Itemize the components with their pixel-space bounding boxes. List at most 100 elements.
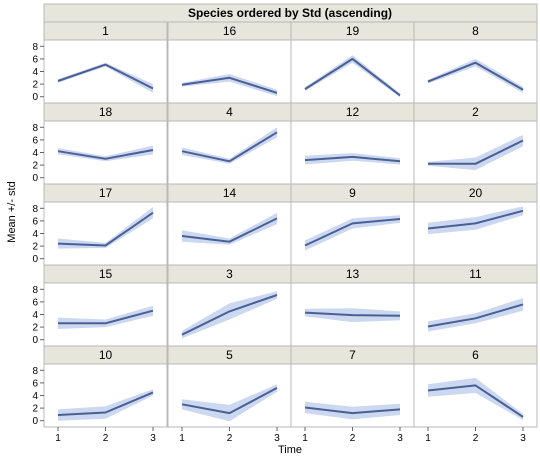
panel-16: 16 (167, 21, 292, 104)
panel-label: 6 (472, 348, 479, 362)
panel-label: 9 (349, 186, 356, 200)
mean-line (304, 311, 401, 317)
x-tick-label: 3 (520, 433, 526, 444)
mean-line (181, 217, 278, 243)
y-tick-label: 4 (32, 67, 38, 78)
panel-4: 4 (167, 102, 292, 185)
y-tick-label: 6 (32, 216, 38, 227)
panel-frame (413, 39, 538, 104)
mean-line (181, 76, 278, 94)
y-tick-label: 0 (32, 173, 38, 184)
panel-6: 6 1 2 3 (413, 345, 538, 444)
panel-13: 13 (290, 264, 415, 347)
x-tick-label: 3 (397, 433, 403, 444)
mean-line (181, 294, 278, 336)
panel-label: 15 (99, 267, 113, 281)
y-tick-label: 6 (32, 378, 38, 389)
panel-5: 5 1 2 3 (167, 345, 292, 444)
mean-line (427, 303, 524, 328)
y-tick-label: 4 (32, 391, 38, 402)
x-tick-label: 2 (103, 433, 109, 444)
y-tick-label: 6 (32, 54, 38, 65)
y-tick-label: 8 (32, 123, 38, 134)
mean-line (304, 218, 401, 247)
mean-line (304, 155, 401, 163)
y-axis-title: Mean +/- std (6, 181, 18, 242)
chart-title-text: Species ordered by Std (ascending) (188, 6, 392, 20)
x-tick-label: 3 (150, 433, 156, 444)
std-band (182, 384, 277, 422)
y-tick-label: 0 (32, 254, 38, 265)
panel-label: 12 (346, 105, 360, 119)
panel-label: 4 (226, 105, 233, 119)
panel-17: 17 02 4 68 (32, 183, 168, 266)
mean-line (427, 384, 524, 418)
x-tick-label: 2 (227, 433, 233, 444)
x-tick-label: 1 (179, 433, 185, 444)
panel-18: 18 02 4 68 (32, 102, 168, 185)
y-tick-label: 4 (32, 310, 38, 321)
std-band (182, 212, 277, 245)
panel-20: 20 (413, 183, 538, 266)
mean-line (57, 63, 154, 90)
mean-line (57, 149, 154, 160)
y-tick-label: 8 (32, 285, 38, 296)
y-tick-label: 8 (32, 204, 38, 215)
chart-title: Species ordered by Std (ascending) (43, 3, 538, 23)
y-tick-label: 2 (32, 80, 38, 91)
std-band (58, 62, 153, 93)
mean-line (304, 57, 401, 97)
std-band (428, 58, 523, 93)
panel-frame (43, 39, 168, 104)
y-tick-label: 0 (32, 416, 38, 427)
std-band (305, 153, 400, 165)
panel-9: 9 (290, 183, 415, 266)
x-tick-label: 1 (425, 433, 431, 444)
y-tick-label: 2 (32, 404, 38, 415)
panel-label: 17 (99, 186, 113, 200)
panel-label: 10 (99, 348, 113, 362)
panel-label: 1 (102, 24, 109, 38)
panel-7: 7 1 2 3 (290, 345, 415, 444)
std-band (182, 74, 277, 97)
std-band (305, 401, 400, 420)
panel-label: 16 (223, 24, 237, 38)
x-tick-label: 2 (473, 433, 479, 444)
y-tick-label: 6 (32, 297, 38, 308)
panel-label: 13 (346, 267, 360, 281)
y-tick-label: 2 (32, 323, 38, 334)
panel-label: 8 (472, 24, 479, 38)
panel-12: 12 (290, 102, 415, 185)
panel-15: 15 02 4 68 (32, 264, 168, 347)
panel-2: 2 (413, 102, 538, 185)
panel-1: 1 02 4 68 (32, 21, 168, 104)
y-tick-label: 6 (32, 135, 38, 146)
panel-frame (290, 201, 415, 266)
panel-label: 5 (226, 348, 233, 362)
y-tick-label: 0 (32, 92, 38, 103)
x-tick-label: 1 (302, 433, 308, 444)
panel-label: 11 (469, 267, 482, 281)
std-band (428, 134, 523, 171)
mean-line (427, 61, 524, 91)
panel-14: 14 (167, 183, 292, 266)
panel-frame (413, 120, 538, 185)
mean-line (181, 387, 278, 415)
y-tick-label: 0 (32, 335, 38, 346)
panel-11: 11 (413, 264, 538, 347)
panel-label: 14 (223, 186, 237, 200)
std-band (428, 206, 523, 235)
panel-frame (290, 120, 415, 185)
panel-label: 7 (349, 348, 356, 362)
x-tick-label: 1 (55, 433, 61, 444)
y-tick-label: 2 (32, 242, 38, 253)
mean-line (57, 391, 154, 416)
x-tick-label: 2 (350, 433, 356, 444)
panel-label: 2 (472, 105, 479, 119)
panel-3: 3 (167, 264, 292, 347)
mean-line (58, 309, 154, 325)
mean-line (304, 406, 401, 415)
mean-line (427, 209, 524, 230)
